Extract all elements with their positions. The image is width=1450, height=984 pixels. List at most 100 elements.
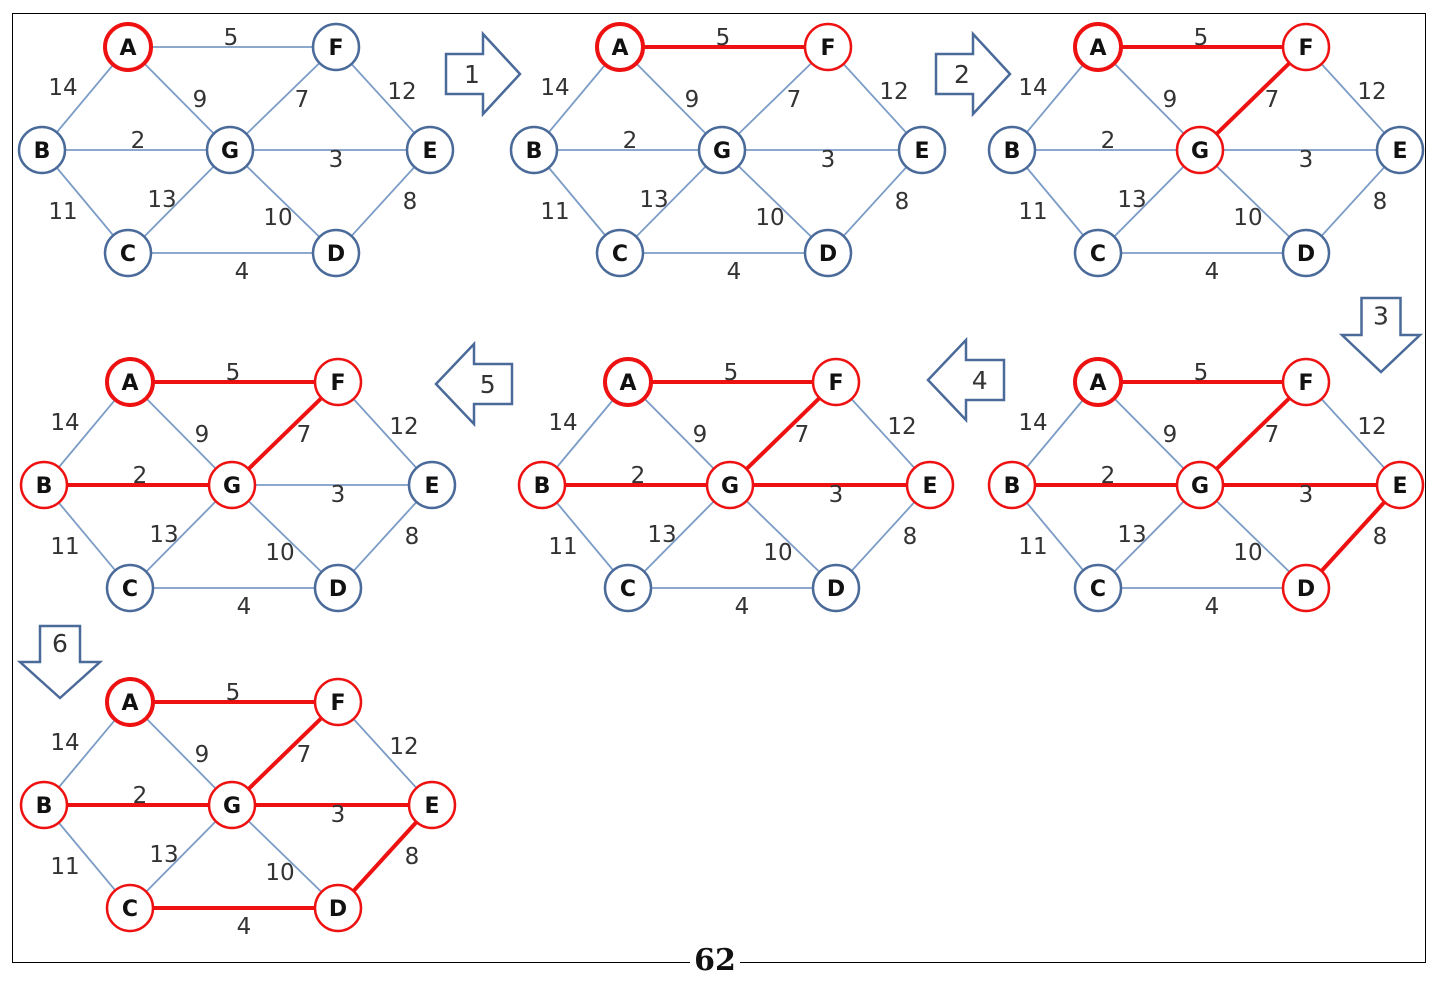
edge-weight-gc: 13	[149, 842, 178, 868]
node-d	[313, 883, 363, 933]
node-label-c: C	[122, 897, 138, 922]
edge-weight-ge: 3	[821, 147, 836, 173]
node-e	[1375, 460, 1425, 510]
node-g	[697, 125, 747, 175]
edge-weight-fg: 7	[295, 87, 310, 113]
node-b	[517, 460, 567, 510]
edge-weight-ag: 9	[685, 87, 700, 113]
node-label-a: A	[619, 371, 636, 396]
edge-weight-gd: 10	[265, 540, 294, 566]
node-label-b: B	[1004, 474, 1021, 499]
step-label: 1	[464, 60, 480, 89]
edge-weight-ab: 14	[540, 75, 569, 101]
step-label: 6	[52, 629, 68, 658]
node-label-e: E	[1392, 139, 1407, 164]
node-label-c: C	[620, 577, 636, 602]
node-label-a: A	[611, 36, 628, 61]
step-arrow-3: 3	[1338, 296, 1424, 374]
edge-weight-bc: 11	[50, 534, 79, 560]
edge-weight-gc: 13	[1117, 187, 1146, 213]
node-a	[1073, 22, 1123, 72]
node-c	[105, 563, 155, 613]
edge-weight-ed: 8	[403, 189, 418, 215]
node-f	[311, 22, 361, 72]
edge-weight-ag: 9	[1163, 87, 1178, 113]
node-a	[105, 357, 155, 407]
edge-weight-ab: 14	[548, 410, 577, 436]
edge-weight-gc: 13	[149, 522, 178, 548]
arrow-left-icon	[926, 336, 1006, 424]
node-c	[1073, 228, 1123, 278]
node-label-d: D	[1297, 577, 1315, 602]
node-label-c: C	[1090, 242, 1106, 267]
edge-weight-bc: 11	[1018, 534, 1047, 560]
node-label-g: G	[1191, 139, 1209, 164]
node-label-c: C	[1090, 577, 1106, 602]
edge-weight-cd: 4	[1205, 259, 1220, 285]
graph-panel-2: 5 14 9 7 12 2 3 11 13 10 8 4 A F B G E C D	[509, 22, 947, 285]
node-label-a: A	[121, 691, 138, 716]
node-label-d: D	[1297, 242, 1315, 267]
graph-panel-3: 5 14 9 7 12 2 3 11 13 10 8 4 A F B G E C D	[987, 22, 1425, 285]
node-b	[19, 460, 69, 510]
node-label-d: D	[329, 897, 347, 922]
edge-fg	[230, 700, 340, 807]
edge-weight-cd: 4	[727, 259, 742, 285]
edge-weight-gc: 13	[1117, 522, 1146, 548]
step-label: 5	[480, 370, 496, 399]
step-arrow-2: 2	[934, 30, 1012, 118]
edge-weight-ab: 14	[48, 75, 77, 101]
node-label-f: F	[828, 371, 843, 396]
step-arrow-1: 1	[444, 30, 522, 118]
edge-weight-gd: 10	[763, 540, 792, 566]
edge-gd	[1199, 484, 1307, 589]
node-g	[205, 125, 255, 175]
edge-weight-bg: 2	[1101, 463, 1116, 489]
edge-weight-fg: 7	[297, 422, 312, 448]
node-label-g: G	[721, 474, 739, 499]
edge-weight-ag: 9	[195, 422, 210, 448]
edge-gd	[729, 484, 837, 589]
node-label-f: F	[330, 371, 345, 396]
edge-weight-fe: 12	[887, 414, 916, 440]
node-b	[19, 780, 69, 830]
edge-gd	[231, 804, 339, 909]
node-f	[811, 357, 861, 407]
edge-weight-ab: 14	[1018, 75, 1047, 101]
node-e	[407, 780, 457, 830]
node-label-b: B	[34, 139, 51, 164]
node-label-e: E	[914, 139, 929, 164]
graph-panel-7: 5 14 9 7 12 2 3 11 13 10 8 4 A F B G E C D	[19, 677, 457, 940]
edge-weight-bg: 2	[623, 128, 638, 154]
edge-weight-gc: 13	[647, 522, 676, 548]
edge-weight-af: 5	[716, 25, 731, 51]
edge-weight-ge: 3	[331, 802, 346, 828]
edge-weight-gd: 10	[1233, 205, 1262, 231]
edge-weight-cd: 4	[1205, 594, 1220, 620]
node-a	[103, 22, 153, 72]
node-c	[105, 883, 155, 933]
edge-weight-ed: 8	[1373, 524, 1388, 550]
node-label-b: B	[526, 139, 543, 164]
node-label-f: F	[1298, 371, 1313, 396]
edge-weight-ed: 8	[1373, 189, 1388, 215]
node-d	[311, 228, 361, 278]
edge-weight-ge: 3	[1299, 147, 1314, 173]
edge-weight-fg: 7	[1265, 87, 1280, 113]
edge-weight-ge: 3	[331, 482, 346, 508]
node-e	[897, 125, 947, 175]
step-arrow-5: 5	[434, 340, 514, 428]
edge-weight-ge: 3	[829, 482, 844, 508]
edge-fg	[229, 46, 337, 151]
node-f	[313, 357, 363, 407]
edge-weight-bg: 2	[133, 463, 148, 489]
node-label-b: B	[36, 474, 53, 499]
edge-weight-bg: 2	[133, 783, 148, 809]
node-label-b: B	[534, 474, 551, 499]
node-label-g: G	[223, 474, 241, 499]
node-label-f: F	[820, 36, 835, 61]
node-d	[803, 228, 853, 278]
node-label-a: A	[1089, 371, 1106, 396]
arrow-right-icon	[444, 30, 522, 118]
arrow-down-icon	[16, 624, 104, 700]
